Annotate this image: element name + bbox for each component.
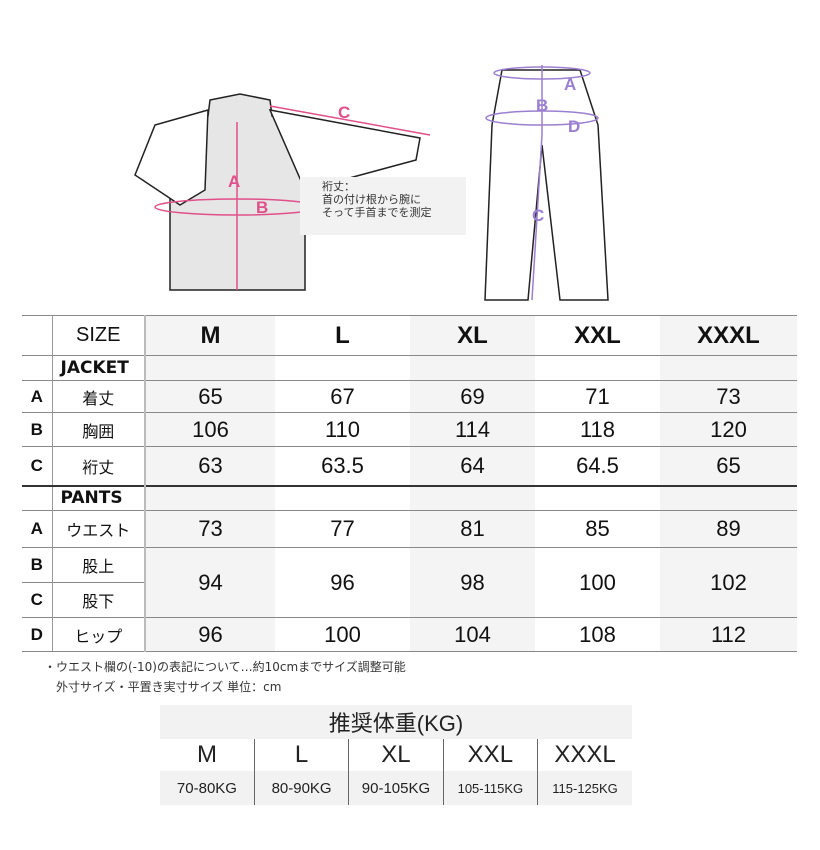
weight-range: 70-80KG xyxy=(160,771,255,805)
row-letter: B xyxy=(22,547,53,583)
weight-size: L xyxy=(253,739,349,771)
cell: 64.5 xyxy=(535,446,660,486)
row-label: 着丈 xyxy=(52,380,146,413)
cell: 69 xyxy=(410,380,535,413)
weight-table-title: 推奨体重(KG) xyxy=(160,705,632,739)
cell: 73 xyxy=(660,380,797,413)
table-row: B 胸囲 106 110 114 118 120 xyxy=(22,412,797,447)
merged-cell: 96 xyxy=(275,547,410,618)
row-label: ヒップ xyxy=(52,617,146,652)
size-header-row: SIZE M L XL XXL XXXL xyxy=(22,315,797,356)
size-m: M xyxy=(145,315,275,356)
cell: 118 xyxy=(535,412,660,447)
weight-range: 80-90KG xyxy=(253,771,349,805)
table-row: A 着丈 65 67 69 71 73 xyxy=(22,380,797,413)
merged-cell: 100 xyxy=(535,547,660,618)
pants-outline xyxy=(484,69,609,301)
jacket-section-row: JACKET xyxy=(22,355,797,381)
cell: 67 xyxy=(275,380,410,413)
jacket-label-a: A xyxy=(228,172,240,191)
cell: 114 xyxy=(410,412,535,447)
table-row: A ウエスト 73 77 81 85 89 xyxy=(22,510,797,548)
jacket-sleeve-left xyxy=(134,108,209,206)
row-letter: A xyxy=(22,380,53,413)
note-units: 外寸サイズ・平置き実寸サイズ 単位：cm xyxy=(56,680,282,694)
weight-table: 推奨体重(KG) M L XL XXL XXXL 70-80KG 80-90KG… xyxy=(160,705,632,805)
jacket-label-b: B xyxy=(256,198,268,217)
row-letter: D xyxy=(22,617,53,652)
jacket-label-c: C xyxy=(338,103,350,122)
table-row: C 裄丈 63 63.5 64 64.5 65 xyxy=(22,446,797,486)
cell: 85 xyxy=(535,510,660,548)
cell: 71 xyxy=(535,380,660,413)
size-table: SIZE M L XL XXL XXXL JACKET A 着丈 65 67 6… xyxy=(22,315,797,652)
pants-section-row: PANTS xyxy=(22,484,797,511)
cell: 77 xyxy=(275,510,410,548)
row-letter: C xyxy=(22,446,53,486)
row-letter: B xyxy=(22,412,53,447)
weight-range: 115-125KG xyxy=(537,771,632,805)
pants-label-d: D xyxy=(568,117,580,136)
cell: 89 xyxy=(660,510,797,548)
merged-cell: 94 xyxy=(145,547,275,618)
weight-range: 90-105KG xyxy=(348,771,444,805)
cell: 63.5 xyxy=(275,446,410,486)
sleeve-note-box xyxy=(300,177,466,235)
table-row: D ヒップ 96 100 104 108 112 xyxy=(22,617,797,652)
cell: 64 xyxy=(410,446,535,486)
cell: 120 xyxy=(660,412,797,447)
row-letter: C xyxy=(22,582,53,618)
cell: 108 xyxy=(535,617,660,652)
row-label: 股下 xyxy=(52,582,146,618)
cell: 106 xyxy=(145,412,275,447)
size-xxl: XXL xyxy=(535,315,660,356)
cell: 65 xyxy=(145,380,275,413)
cell: 100 xyxy=(275,617,410,652)
note-waist: ・ウエスト欄の(-10)の表記について…約10cmまでサイズ調整可能 xyxy=(44,660,406,674)
merged-cell: 98 xyxy=(410,547,535,618)
size-header-label: SIZE xyxy=(52,315,146,356)
cell: 112 xyxy=(660,617,797,652)
row-label: 胸囲 xyxy=(52,412,146,447)
row-label: 股上 xyxy=(52,547,146,583)
cell: 110 xyxy=(275,412,410,447)
table-row: C 股下 xyxy=(22,582,797,618)
size-l: L xyxy=(275,315,410,356)
weight-size: M xyxy=(196,741,217,768)
cell: 73 xyxy=(145,510,275,548)
jacket-illustration: A B C xyxy=(134,93,431,291)
size-xxxl: XXXL xyxy=(660,315,797,356)
notes: ・ウエスト欄の(-10)の表記について…約10cmまでサイズ調整可能 外寸サイズ… xyxy=(44,657,406,697)
row-label: 裄丈 xyxy=(52,446,146,486)
jacket-section-title: JACKET xyxy=(52,355,146,381)
pants-section-title: PANTS xyxy=(52,484,146,511)
cell: 65 xyxy=(660,446,797,486)
row-label: ウエスト xyxy=(52,510,146,548)
merged-cell: 102 xyxy=(660,547,797,618)
pants-label-b: B xyxy=(536,96,548,115)
sleeve-note: 裄丈： 首の付け根から腕に そって手首までを測定 xyxy=(322,180,432,219)
pants-label-a: A xyxy=(564,75,576,94)
pants-illustration: A B C D xyxy=(484,65,609,301)
cell: 96 xyxy=(145,617,275,652)
weight-size: XL xyxy=(348,739,444,771)
cell: 104 xyxy=(410,617,535,652)
weight-size: XXL xyxy=(442,739,538,771)
jacket-sleeve-right xyxy=(268,109,421,191)
cell: 63 xyxy=(145,446,275,486)
row-letter: A xyxy=(22,510,53,548)
size-xl: XL xyxy=(410,315,535,356)
cell: 81 xyxy=(410,510,535,548)
weight-size: XXXL xyxy=(537,739,632,771)
weight-range: 105-115KG xyxy=(442,771,538,805)
pants-label-c: C xyxy=(532,206,544,225)
table-row: B 股上 94 96 98 100 102 xyxy=(22,547,797,618)
